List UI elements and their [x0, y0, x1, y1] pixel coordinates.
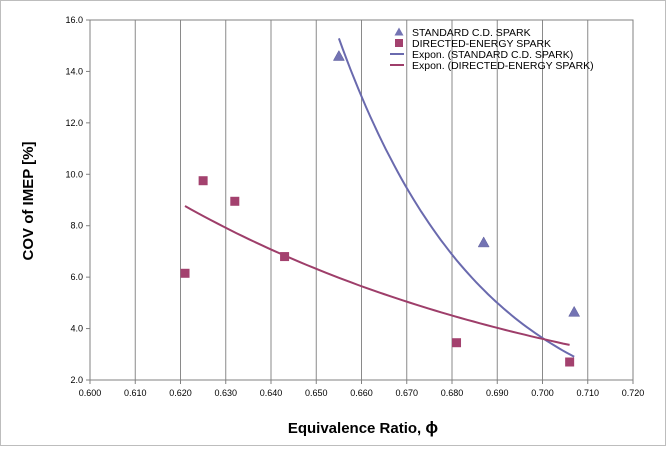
triangle-marker	[332, 49, 345, 61]
trendline	[337, 38, 575, 358]
square-marker	[280, 252, 290, 262]
x-axis-title-text: Equivalence Ratio,	[288, 420, 426, 437]
square-marker	[452, 338, 462, 348]
triangle-marker	[477, 236, 490, 248]
y-tick-label: 12.0	[65, 118, 83, 128]
triangle-marker	[568, 305, 581, 317]
axes: 0.600 0.610 0.620 0.630 0.640 0.650 0.660 0.670…	[65, 15, 644, 398]
legend-label: STANDARD C.D. SPARK	[412, 27, 531, 39]
y-tick-label: 6.0	[70, 272, 83, 282]
square-marker	[565, 357, 575, 367]
trendlines	[184, 38, 575, 358]
x-tick-label: 0.720	[622, 388, 645, 398]
legend-label: Expon. (STANDARD C.D. SPARK)	[412, 49, 573, 61]
x-tick-label: 0.630	[214, 388, 237, 398]
phi-symbol: ϕ	[425, 418, 438, 437]
y-axis-title: COV of IMEP [%]	[20, 142, 37, 261]
legend-label: Expon. (DIRECTED-ENERGY SPARK)	[412, 60, 594, 72]
data-points	[180, 49, 581, 367]
x-tick-label: 0.620	[169, 388, 192, 398]
y-tick-label: 10.0	[65, 169, 83, 179]
x-tick-label: 0.680	[441, 388, 464, 398]
x-axis-title: Equivalence Ratio, ϕ	[288, 418, 439, 437]
square-marker	[230, 196, 240, 206]
y-tick-label: 16.0	[65, 15, 83, 25]
square-marker	[198, 176, 208, 186]
legend-triangle-marker	[394, 27, 404, 36]
x-tick-label: 0.650	[305, 388, 328, 398]
x-tick-label: 0.690	[486, 388, 509, 398]
x-tick-label: 0.700	[531, 388, 554, 398]
x-tick-label: 0.710	[576, 388, 599, 398]
square-marker	[180, 268, 190, 278]
trendline	[184, 205, 570, 346]
grid	[134, 20, 589, 380]
y-tick-label: 8.0	[70, 221, 83, 231]
x-tick-label: 0.670	[395, 388, 418, 398]
x-tick-label: 0.660	[350, 388, 373, 398]
x-tick-label: 0.640	[260, 388, 283, 398]
y-tick-label: 14.0	[65, 66, 83, 76]
legend-square-marker	[395, 39, 403, 47]
y-tick-label: 2.0	[70, 375, 83, 385]
legend-label: DIRECTED-ENERGY SPARK	[412, 38, 551, 50]
x-tick-label: 0.600	[79, 388, 102, 398]
y-tick-label: 4.0	[70, 324, 83, 334]
x-tick-label: 0.610	[124, 388, 147, 398]
